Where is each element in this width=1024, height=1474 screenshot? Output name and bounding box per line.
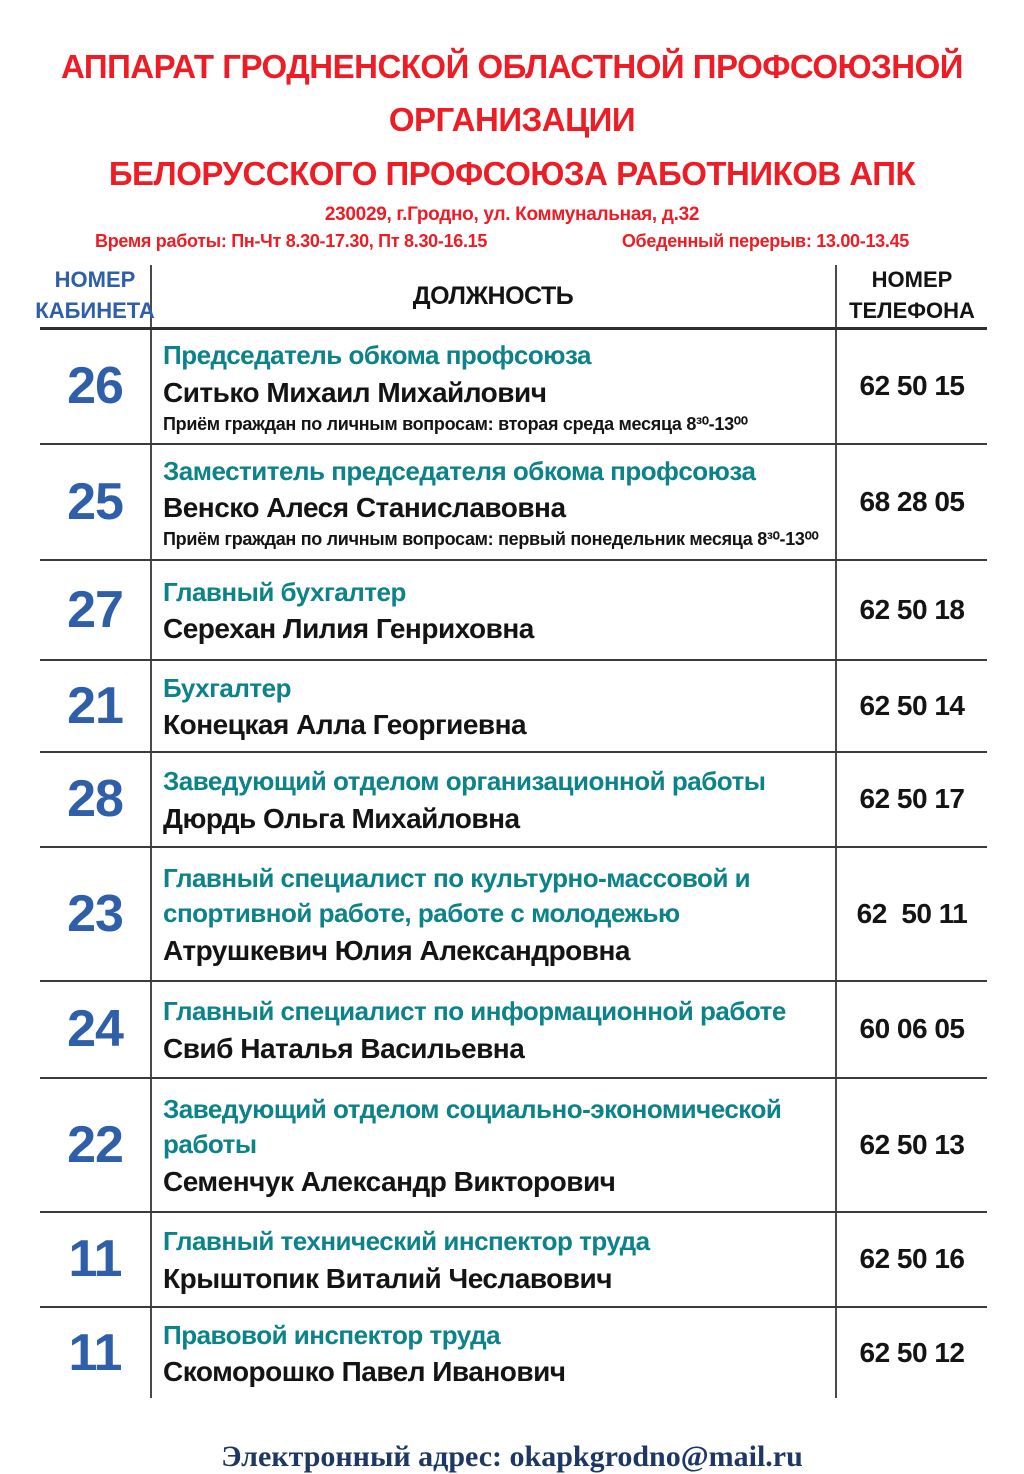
cabinet-number: 11 [68, 1230, 123, 1289]
cabinet-number: 28 [67, 770, 124, 829]
cabinet-number: 22 [67, 1115, 124, 1174]
table-row: 28 Заведующий отделом организационной ра… [40, 750, 987, 846]
document-footer: Электронный адрес: okapkgrodno@mail.ru [0, 1440, 1024, 1474]
cabinet-number: 21 [67, 676, 124, 735]
phone-number: 62 50 16 [859, 1243, 966, 1275]
table-row: 23 Главный специалист по культурно-массо… [40, 845, 987, 980]
phone-number: 62 50 17 [859, 783, 966, 815]
table-row: 11 Правовой инспектор труда Скоморошко П… [40, 1305, 987, 1398]
table-row: 24 Главный специалист по информационной … [40, 979, 987, 1077]
phone-number: 62 50 12 [859, 1336, 966, 1368]
employee-name: Серехан Лилия Генриховна [163, 613, 534, 644]
employee-name: Крыштопик Виталий Чеславович [163, 1262, 612, 1294]
position-title: Главный технический инспектор труда [163, 1226, 650, 1257]
table-row: 25 Заместитель председателя обкома профс… [40, 442, 987, 559]
employee-name: Дюрдь Ольга Михайловна [163, 802, 520, 834]
cabinet-number: 26 [67, 357, 124, 416]
cabinet-number: 11 [68, 1323, 123, 1382]
employee-name: Ситько Михаил Михайлович [163, 376, 547, 408]
position-title: Заведующий отделом организационной работ… [163, 766, 766, 797]
employee-name: Атрушкевич Юлия Александровна [163, 934, 630, 966]
position-title: Заместитель председателя обкома профсоюз… [163, 455, 756, 486]
table-row: 11 Главный технический инспектор труда К… [40, 1210, 987, 1306]
table-row: 22 Заведующий отделом социально-экономич… [40, 1076, 987, 1211]
cabinet-number: 23 [67, 884, 124, 943]
column-header-position: ДОЛЖНОСТЬ [152, 265, 837, 327]
email-label: Электронный адрес: [221, 1439, 503, 1473]
table-header-row: НОМЕР КАБИНЕТА ДОЛЖНОСТЬ НОМЕР ТЕЛЕФОНА [35, 265, 987, 330]
position-title: Главный специалист по культурно-массовой… [163, 863, 751, 929]
phone-number: 62 50 14 [859, 689, 966, 721]
table-row: 26 Председатель обкома профсоюза Ситько … [40, 329, 987, 443]
employee-name: Конецкая Алла Георгиевна [163, 709, 527, 740]
column-header-cabinet: НОМЕР КАБИНЕТА [35, 265, 155, 327]
org-title-line-1: АППАРАТ ГРОДНЕНСКОЙ ОБЛАСТНОЙ ПРОФСОЮЗНО… [60, 48, 964, 139]
reception-note: Приём граждан по личным вопросам: вторая… [163, 413, 748, 434]
phone-number: 62 50 18 [859, 593, 966, 625]
cabinet-number: 27 [67, 580, 124, 639]
table-row: 27 Главный бухгалтер Серехан Лилия Генри… [40, 558, 987, 659]
column-header-phone: НОМЕР ТЕЛЕФОНА [849, 267, 975, 324]
employee-name: Семенчук Александр Викторович [163, 1165, 616, 1197]
phone-number: 62 50 13 [859, 1128, 966, 1160]
phone-number: 62 50 11 [856, 897, 968, 929]
cabinet-number: 24 [67, 1000, 124, 1059]
position-title: Главный бухгалтер [163, 576, 406, 607]
email-address: okapkgrodno@mail.ru [509, 1439, 803, 1473]
position-title: Бухгалтер [163, 672, 291, 703]
work-hours: Время работы: Пн-Чт 8.30-17.30, Пт 8.30-… [95, 231, 488, 252]
position-title: Главный специалист по информационной раб… [163, 996, 786, 1027]
employee-name: Венско Алеся Станиславовна [163, 492, 566, 523]
phone-number: 68 28 05 [859, 485, 966, 517]
position-title: Председатель обкома профсоюза [163, 340, 592, 371]
table-body: 26 Председатель обкома профсоюза Ситько … [40, 329, 987, 1398]
employee-name: Свиб Наталья Васильевна [163, 1032, 525, 1064]
position-title: Правовой инспектор труда [163, 1319, 501, 1350]
phone-number: 60 06 05 [859, 1013, 966, 1045]
lunch-break: Обеденный перерыв: 13.00-13.45 [621, 231, 909, 252]
org-title-line-2: БЕЛОРУССКОГО ПРОФСОЮЗА РАБОТНИКОВ АПК [108, 154, 916, 192]
reception-note: Приём граждан по личным вопросам: первый… [163, 529, 819, 549]
staff-table: НОМЕР КАБИНЕТА ДОЛЖНОСТЬ НОМЕР ТЕЛЕФОНА … [35, 265, 987, 1398]
org-address: 230029, г.Гродно, ул. Коммунальная, д.32 [324, 204, 700, 226]
table-row: 21 Бухгалтер Конецкая Алла Георгиевна 62… [40, 658, 987, 751]
position-title: Заведующий отделом социально-экономическ… [163, 1094, 782, 1160]
employee-name: Скоморошко Павел Иванович [163, 1356, 566, 1387]
document-header: АППАРАТ ГРОДНЕНСКОЙ ОБЛАСТНОЙ ПРОФСОЮЗНО… [0, 0, 1024, 252]
schedule-row: Время работы: Пн-Чт 8.30-17.30, Пт 8.30-… [0, 226, 1024, 252]
phone-number: 62 50 15 [859, 370, 966, 402]
cabinet-number: 25 [67, 472, 124, 531]
